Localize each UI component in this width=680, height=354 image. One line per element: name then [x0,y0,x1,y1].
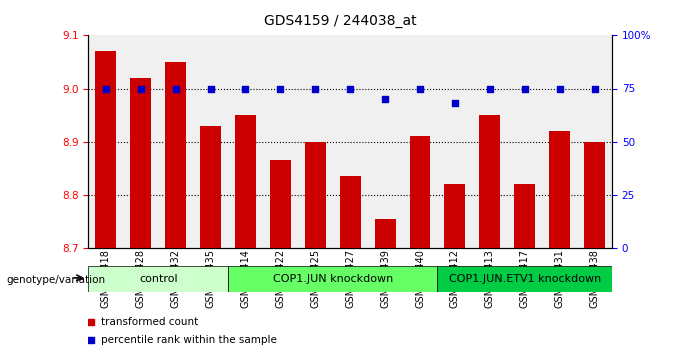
Text: genotype/variation: genotype/variation [7,275,106,285]
FancyBboxPatch shape [228,266,437,292]
Point [170,86,181,91]
Text: GDS4159 / 244038_at: GDS4159 / 244038_at [264,14,416,28]
Bar [375,219,396,248]
Text: COP1.JUN.ETV1 knockdown: COP1.JUN.ETV1 knockdown [449,274,601,284]
Point [135,86,146,91]
Bar [514,184,535,248]
Bar [409,136,430,248]
Point [205,86,216,91]
Bar [445,184,465,248]
Point [589,86,600,91]
Point [275,86,286,91]
Point [449,101,460,106]
Point [310,86,321,91]
Bar [165,62,186,248]
Text: transformed count: transformed count [101,317,199,327]
Bar [340,176,360,248]
Text: COP1.JUN knockdown: COP1.JUN knockdown [273,274,393,284]
Point [415,86,426,91]
Bar [584,142,605,248]
Point [101,86,112,91]
Bar [270,160,291,248]
Point [520,86,530,91]
Text: control: control [139,274,177,284]
Point [240,86,251,91]
Bar [549,131,570,248]
FancyBboxPatch shape [88,266,228,292]
Bar [235,115,256,248]
Text: percentile rank within the sample: percentile rank within the sample [101,335,277,345]
Point [369,262,379,268]
Bar [479,115,500,248]
Point [484,86,495,91]
Bar [305,142,326,248]
Point [379,96,390,102]
Bar [95,51,116,248]
Point [554,86,565,91]
Bar [200,126,221,248]
FancyBboxPatch shape [437,266,612,292]
Point [369,101,379,107]
Bar [131,78,151,248]
Point [345,86,356,91]
